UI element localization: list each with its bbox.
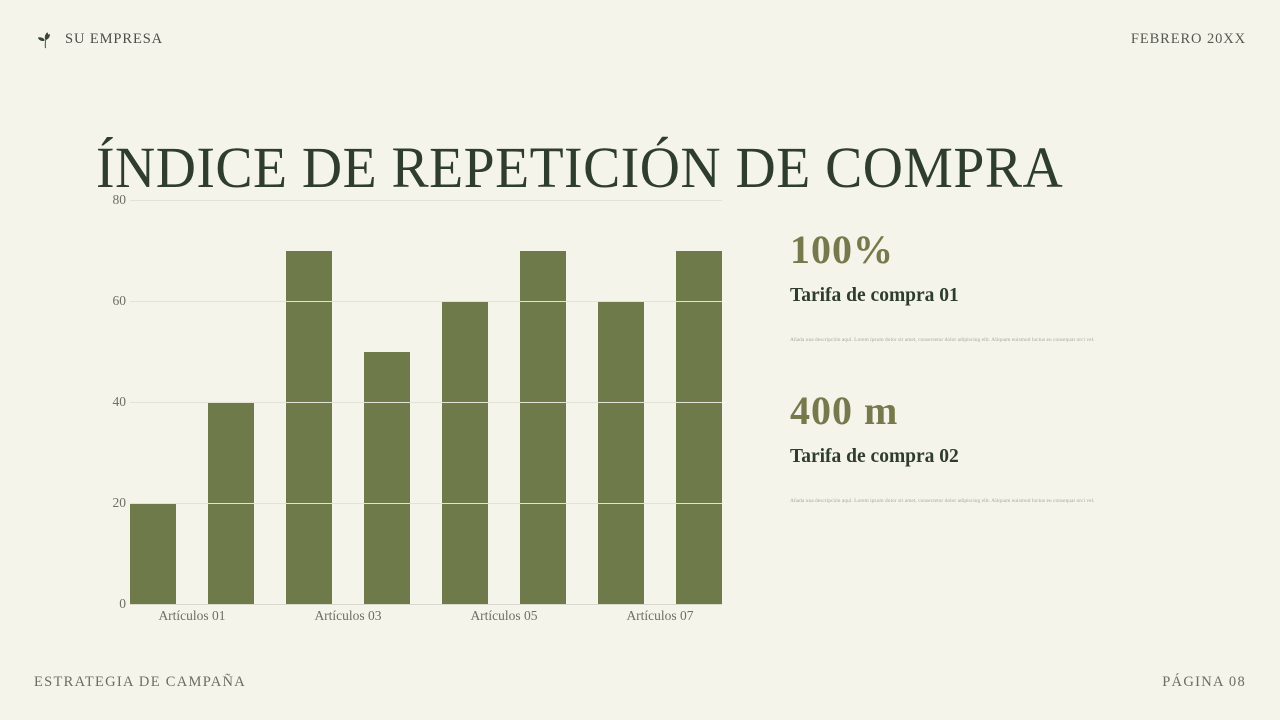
stat-description: Añada una descripción aquí. Lorem ipsum …	[790, 337, 1095, 343]
x-axis: Artículos 01 Artículos 03 Artículos 05 Artí…	[130, 608, 722, 632]
x-axis-tick-label: Artículos 07	[626, 608, 694, 623]
slide-header: SU EMPRESA FEBRERO 20XX	[0, 0, 1280, 78]
gridline	[130, 402, 722, 403]
gridline	[130, 503, 722, 504]
stat-description: Añada una descripción aquí. Lorem ipsum …	[790, 498, 1095, 504]
y-axis-tick-label: 80	[112, 192, 127, 207]
bar[interactable]	[364, 351, 410, 604]
bar-slot[interactable]	[364, 200, 410, 604]
bar[interactable]	[286, 250, 332, 604]
bar-slot[interactable]	[598, 200, 644, 604]
stat-value: 100%	[790, 227, 894, 272]
gridline	[130, 604, 722, 605]
page-number: PÁGINA 08	[1162, 673, 1246, 690]
stat-value: 400 m	[790, 388, 899, 433]
page-title: ÍNDICE DE REPETICIÓN DE COMPRA	[96, 134, 1064, 200]
stats-panel: 100% Tarifa de compra 01 Añada una descr…	[790, 228, 1210, 506]
stat-label: Tarifa de compra 02	[790, 446, 959, 467]
bar-slot[interactable]	[130, 200, 176, 604]
bar[interactable]	[520, 250, 566, 604]
x-axis-tick-label: Artículos 03	[314, 608, 382, 623]
bar[interactable]	[442, 301, 488, 604]
bar-slot[interactable]	[286, 200, 332, 604]
footer-section-label: ESTRATEGIA DE CAMPAÑA	[34, 673, 247, 690]
y-axis-tick-label: 20	[112, 495, 127, 510]
stat-label: Tarifa de compra 01	[790, 285, 959, 306]
leaf-sprout-icon	[34, 28, 56, 50]
bar-chart: 0 20 40 60 80 Artículos 01 Artículos 03 Artícu…	[96, 192, 736, 623]
y-axis-tick-label: 40	[112, 394, 127, 409]
gridline	[130, 301, 722, 302]
bar[interactable]	[676, 250, 722, 604]
bar-series	[130, 200, 722, 604]
slide-footer: ESTRATEGIA DE CAMPAÑA PÁGINA 08	[0, 644, 1280, 720]
bar-slot[interactable]	[520, 200, 566, 604]
bar-slot[interactable]	[442, 200, 488, 604]
plot-area	[130, 200, 722, 605]
stat-block-2: 400 m Tarifa de compra 02 Añada una desc…	[790, 389, 1210, 506]
y-axis: 0 20 40 60 80	[96, 192, 127, 611]
bar[interactable]	[598, 301, 644, 604]
brand-name: SU EMPRESA	[65, 30, 164, 47]
bar[interactable]	[130, 503, 176, 604]
y-axis-tick-label: 60	[112, 293, 127, 308]
stat-block-1: 100% Tarifa de compra 01 Añada una descr…	[790, 228, 1210, 345]
bar-slot[interactable]	[676, 200, 722, 604]
header-date: FEBRERO 20XX	[1130, 30, 1246, 47]
x-axis-tick-label: Artículos 01	[158, 608, 226, 623]
gridline	[130, 200, 722, 201]
y-axis-tick-label: 0	[119, 596, 126, 611]
brand-logo: SU EMPRESA	[34, 28, 163, 50]
x-axis-tick-label: Artículos 05	[470, 608, 538, 623]
